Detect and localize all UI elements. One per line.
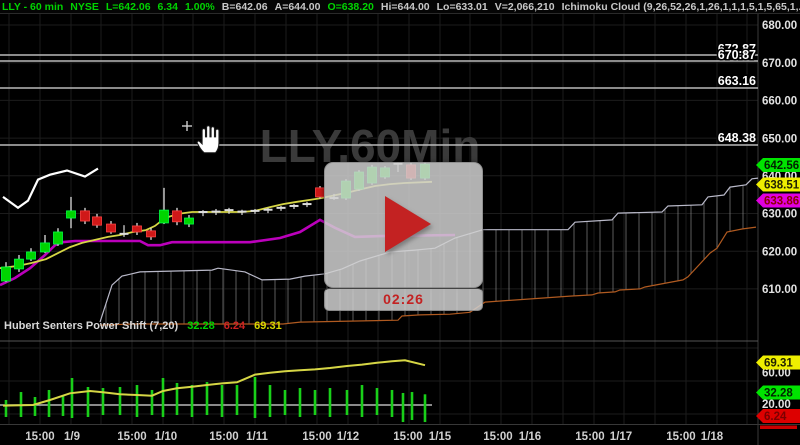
price-line: [2, 167, 99, 210]
lower-study-label: Hubert Senters Power Shift (7,20) 32.28 …: [4, 320, 282, 332]
time-axis-label: 15:00: [117, 431, 146, 443]
time-axis-label: 1/17: [610, 431, 632, 443]
study-value-signal: 69.31: [254, 320, 282, 332]
axis-tick-label: 610.00: [762, 284, 797, 296]
price-badge-label: 32.28: [764, 388, 793, 400]
quote-segment: LLY - 60 min: [2, 0, 64, 13]
level-line-label: 663.16: [718, 74, 756, 88]
quote-bar: LLY - 60 min NYSE L=642.06 6.34 1.00% B=642.0…: [0, 0, 800, 14]
time-axis-label: 1/11: [246, 431, 268, 443]
study-title: Hubert Senters Power Shift (7,20): [4, 320, 179, 332]
time-axis-label: 1/16: [519, 431, 541, 443]
axis-tick-label: 620.00: [762, 246, 797, 258]
time-axis-label: 1/18: [701, 431, 724, 443]
axis-tick-label: 660.00: [762, 96, 797, 108]
time-axis-label: 15:00: [393, 431, 422, 443]
time-axis-label: 15:00: [25, 431, 54, 443]
price-badge-label: 69.31: [764, 358, 793, 370]
price-badge: [756, 355, 800, 370]
quote-segment: A=644.00: [274, 0, 321, 13]
price-badge-label: 6.24: [764, 411, 787, 423]
axis-tick-label: 630.00: [762, 209, 797, 221]
axis-tick-label: 680.00: [762, 20, 797, 32]
quote-segment: V=2,066,210: [494, 0, 555, 13]
level-line-label: 670.87: [718, 48, 756, 62]
study-value-fast: 32.28: [187, 320, 215, 332]
time-axis-label: 1/15: [429, 431, 452, 443]
time-axis-label: 1/9: [64, 431, 80, 443]
price-badge: [756, 158, 800, 172]
quote-segment: 1.00%: [184, 0, 215, 13]
quote-segment: Ichimoku Cloud (9,26,52,26,1,26,1,1,1,5,…: [561, 0, 800, 13]
time-axis-label: 1/10: [155, 431, 177, 443]
time-axis-label: 15:00: [575, 431, 604, 443]
quote-segment: L=642.06: [105, 0, 151, 13]
axis-tick-label: 60.00: [762, 368, 791, 380]
price-badge: [756, 385, 800, 400]
price-badge-label: 633.86: [764, 196, 799, 208]
time-axis[interactable]: 15:00 1/9 15:00 1/10 15:00 1/11 15:00 1/12 15:00…: [25, 425, 797, 444]
price-badge: [756, 409, 800, 423]
level-line-label: 672.87: [718, 42, 756, 56]
time-axis-label: 15:00: [209, 431, 238, 443]
time-axis-label: 15:00: [666, 431, 695, 443]
price-badge-label: 642.56: [764, 160, 799, 172]
play-button-icon[interactable]: [385, 196, 431, 252]
axis-tick-label: 650.00: [762, 133, 797, 145]
price-badge: [756, 177, 800, 192]
price-axis[interactable]: 680.00670.00660.00650.00640.00630.00620.…: [756, 20, 800, 423]
time-axis-label: 15:00: [483, 431, 512, 443]
axis-red-strip: [760, 425, 797, 429]
power-shift-histogram: [4, 376, 427, 423]
video-timestamp: 02:26: [383, 291, 424, 307]
time-axis-label: 15:00: [302, 431, 331, 443]
study-value-slow: 6.24: [223, 320, 246, 332]
price-badge: [756, 193, 800, 208]
level-line-label: 648.38: [718, 131, 756, 145]
axis-tick-label: 670.00: [762, 58, 797, 70]
axis-tick-label: 20.00: [762, 399, 791, 411]
quote-segment: B=642.06: [221, 0, 268, 13]
quote-segment: Hi=644.00: [380, 0, 430, 13]
video-player-overlay[interactable]: [324, 162, 483, 288]
power-shift-signal-line: [2, 359, 426, 407]
quote-segment: NYSE: [70, 0, 99, 13]
video-time-bar[interactable]: 02:26: [324, 288, 483, 311]
price-badge-label: 638.51: [764, 180, 800, 192]
quote-segment: O=638.20: [327, 0, 374, 13]
time-axis-label: 1/12: [337, 431, 359, 443]
quote-segment: 6.34: [157, 0, 178, 13]
quote-segment: Lo=633.01: [436, 0, 488, 13]
